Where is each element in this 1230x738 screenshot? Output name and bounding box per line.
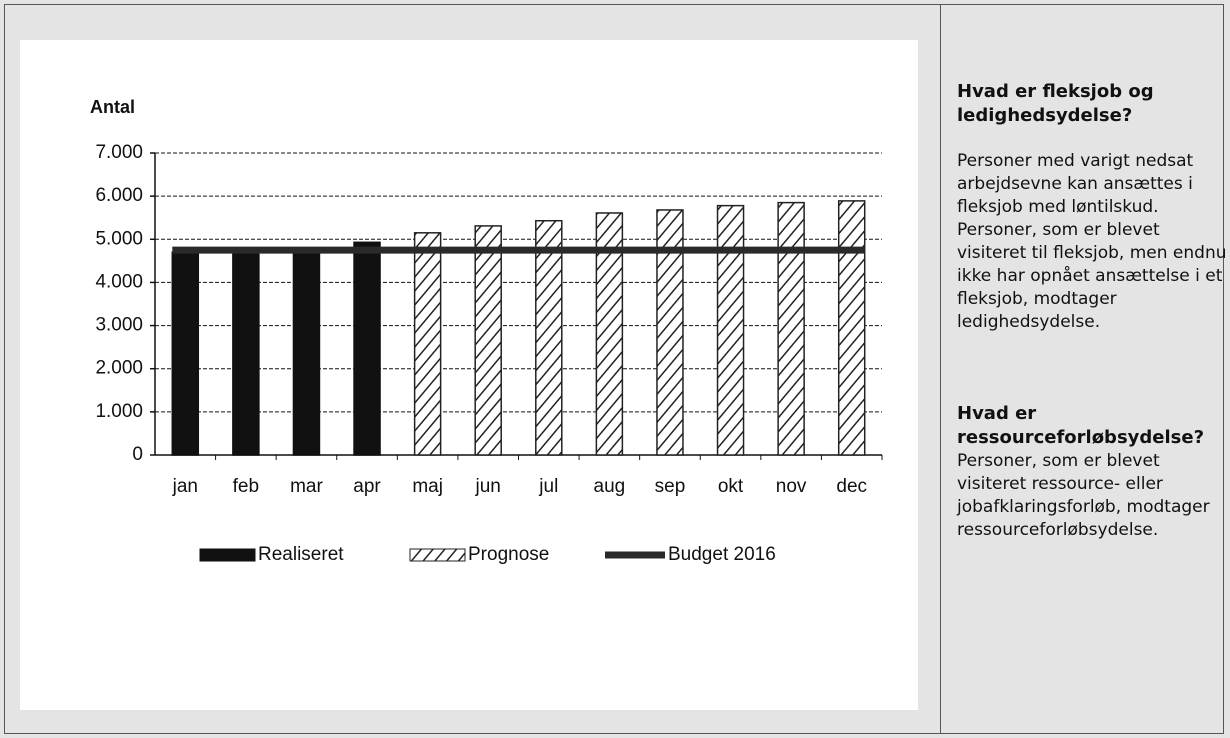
sidebar: Hvad er fleksjob og ledighedsydelse? Per…: [957, 80, 1227, 542]
y-axis-label: Antal: [90, 97, 135, 117]
heading: Hvad er fleksjob og ledighedsydelse?: [957, 81, 1154, 126]
x-tick-label: sep: [655, 476, 686, 497]
bar: [837, 200, 866, 456]
legend-label: Prognose: [468, 544, 549, 565]
bar: [535, 219, 563, 456]
bar: [353, 241, 381, 456]
bar: [232, 250, 260, 456]
x-tick-label: jul: [538, 476, 558, 497]
bar: [716, 204, 745, 456]
bar: [777, 201, 805, 456]
x-tick-label: dec: [836, 476, 867, 497]
x-tick-label: mar: [290, 476, 323, 497]
legend-swatch: [409, 548, 466, 562]
paragraph: Personer, som er blevet visiteret ressou…: [957, 451, 1210, 540]
x-tick-label: jun: [475, 476, 501, 497]
x-tick-label: okt: [718, 476, 744, 497]
y-tick-label: 5.000: [95, 228, 143, 249]
legend-swatch: [199, 548, 256, 562]
y-tick-label: 1.000: [95, 401, 143, 422]
chart: Antal 0 1.000 2.000 3.000 4.000 5.000 6.000 7.0…: [90, 97, 883, 565]
x-tick-label: feb: [233, 476, 259, 497]
legend-label: Realiseret: [258, 544, 344, 565]
bar: [413, 232, 442, 456]
y-tick-label: 4.000: [95, 271, 143, 292]
chart-panel: [20, 40, 918, 710]
bar: [292, 250, 321, 456]
y-tick-label: 7.000: [95, 142, 143, 163]
y-tick-label: 0: [132, 444, 143, 465]
bar: [474, 225, 502, 456]
y-tick-label: 2.000: [95, 358, 143, 379]
divider: [940, 4, 941, 734]
x-tick-label: maj: [412, 476, 443, 497]
legend-label: Budget 2016: [668, 544, 776, 565]
heading: Hvad er ressourceforløbsydelse?: [957, 403, 1205, 448]
frame: [4, 4, 1224, 734]
y-tick-label: 3.000: [95, 315, 143, 336]
paragraph: Personer med varigt nedsat arbejdsevne k…: [957, 151, 1227, 332]
x-tick-label: jan: [172, 476, 198, 497]
y-tick-label: 6.000: [95, 185, 143, 206]
x-tick-label: nov: [776, 476, 807, 497]
x-tick-label: aug: [594, 476, 626, 497]
bar: [171, 251, 200, 456]
x-tick-label: apr: [353, 476, 381, 497]
